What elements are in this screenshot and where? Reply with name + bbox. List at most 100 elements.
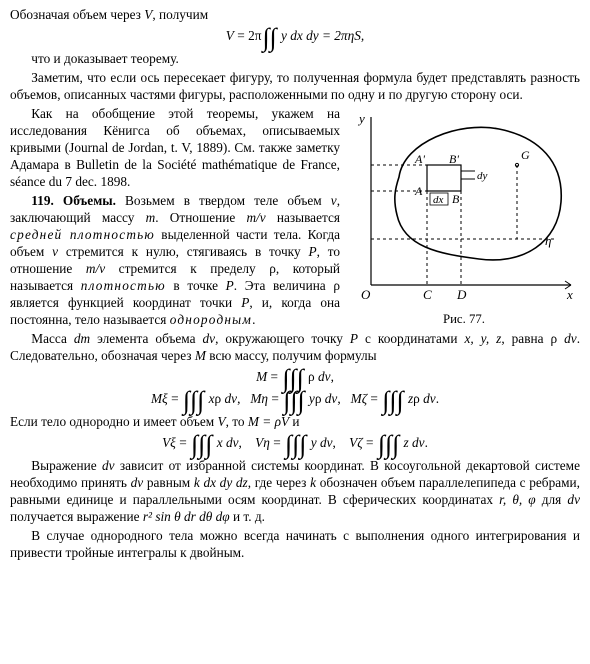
C-label: C xyxy=(423,287,432,302)
Meta: Mη xyxy=(250,391,268,406)
equation-centroid: Vξ = ∫∫∫ x dv, Vη = ∫∫∫ y dv, Vζ = ∫∫∫ z… xyxy=(10,434,580,453)
i: y dv xyxy=(311,435,333,450)
section-119-label: 119. Объемы. xyxy=(31,193,116,208)
t: , где через xyxy=(248,475,310,490)
V: V xyxy=(218,414,226,429)
eq: M xyxy=(256,369,267,384)
dv: dv xyxy=(225,391,238,406)
figure-svg: y x O C D A A' B B' G η dx dy xyxy=(349,107,579,305)
t: Масса xyxy=(31,331,74,346)
A-label: A xyxy=(414,184,423,198)
Bp-label: B' xyxy=(449,152,459,166)
dx-label: dx xyxy=(433,194,444,206)
t: Выражение xyxy=(31,458,102,473)
homogeneous: однородным xyxy=(170,312,252,327)
t: стремится к нулю, стягиваясь в точку xyxy=(58,244,308,259)
eq: = 2π xyxy=(234,28,262,43)
triple-integral-icon: ∫∫∫ xyxy=(182,393,205,409)
Ap-label: A' xyxy=(414,152,425,166)
P: P xyxy=(308,244,316,259)
D-label: D xyxy=(456,287,467,302)
triple-integral-icon: ∫∫∫ xyxy=(377,437,400,453)
equation-volume: V = 2π∫∫ y dx dy = 2πηS, xyxy=(10,27,580,46)
t: и т. д. xyxy=(230,509,265,524)
dv: dv xyxy=(203,331,216,346)
t: и xyxy=(289,414,299,429)
t: получается выражение xyxy=(10,509,143,524)
figure-caption: Рис. 77. xyxy=(348,311,580,327)
M: M xyxy=(195,348,206,363)
V: V xyxy=(226,28,234,43)
dv: dv xyxy=(567,492,580,507)
P: P xyxy=(226,278,234,293)
S: S, xyxy=(354,28,364,43)
dv: dv xyxy=(102,458,115,473)
Mzeta: Mζ xyxy=(351,391,367,406)
integrand: y dx dy = 2πη xyxy=(278,28,355,43)
Veta: Vη xyxy=(255,435,270,450)
t: для xyxy=(536,492,568,507)
t: называется xyxy=(266,210,340,225)
dm: dm xyxy=(74,331,90,346)
P: P xyxy=(350,331,358,346)
t: Если тело однородно и имеет объем xyxy=(10,414,218,429)
B-label: B xyxy=(452,192,460,206)
kdxdydz: k dx dy dz xyxy=(194,475,248,490)
t: , равна ρ xyxy=(501,331,564,346)
homogeneous-case: Если тело однородно и имеет объем V, то … xyxy=(10,413,580,430)
density: плотностью xyxy=(81,278,166,293)
txt: , получим xyxy=(152,7,208,22)
equation-mass: M = ∫∫∫ ρ dv, xyxy=(10,368,580,387)
x-axis-label: x xyxy=(566,287,573,302)
triple-integral-icon: ∫∫∫ xyxy=(282,393,305,409)
triple-integral-icon: ∫∫∫ xyxy=(190,437,213,453)
Mxi: Mξ xyxy=(151,391,168,406)
dv: dv xyxy=(131,475,144,490)
m-over-v: m/v xyxy=(246,210,265,225)
txt: Обозначая объем через xyxy=(10,7,141,22)
remark-axis: Заметим, что если ось пересекает фигуру,… xyxy=(10,69,580,103)
i: z xyxy=(408,391,413,406)
t: , окружающего точку xyxy=(215,331,350,346)
figure-77: y x O C D A A' B B' G η dx dy Рис. 77. xyxy=(348,107,580,327)
triple-integral-icon: ∫∫∫ xyxy=(281,371,304,387)
dy-label: dy xyxy=(477,170,488,182)
double-integral-icon: ∫∫ xyxy=(261,30,277,46)
mass-element: Масса dm элемента объема dv, окружающего… xyxy=(10,330,580,364)
t: элемента объема xyxy=(90,331,202,346)
triple-integral-icon: ∫∫∫ xyxy=(284,437,307,453)
t: . xyxy=(252,312,255,327)
i: x xyxy=(209,391,215,406)
t: всю массу, получим формулы xyxy=(206,348,377,363)
y-axis-label: y xyxy=(357,111,365,126)
t: с координатами xyxy=(358,331,464,346)
eta-label: η xyxy=(545,233,551,248)
Vzeta: Vζ xyxy=(349,435,363,450)
t: равным xyxy=(143,475,194,490)
coordinate-systems: Выражение dv зависит от избранной систем… xyxy=(10,457,580,525)
t: в точке xyxy=(166,278,226,293)
m: m xyxy=(146,210,156,225)
equation-moments: Mξ = ∫∫∫ xρ dv, Mη = ∫∫∫ yρ dv, Mζ = ∫∫∫… xyxy=(10,390,580,409)
dv: dv xyxy=(325,391,338,406)
dv: dv xyxy=(423,391,436,406)
t: , то xyxy=(226,414,248,429)
Vxi: Vξ xyxy=(162,435,176,450)
i: y xyxy=(309,391,315,406)
m-over-v: m/v xyxy=(86,261,105,276)
triple-integral-icon: ∫∫∫ xyxy=(381,393,404,409)
proof-end: что и доказывает теорему. xyxy=(10,50,580,67)
dv: dv xyxy=(318,369,331,384)
t: Возьмем в твердом теле объем xyxy=(116,193,331,208)
origin-label: O xyxy=(361,287,371,302)
G-label: G xyxy=(521,148,530,162)
opening-line: Обозначая объем через V, получим xyxy=(10,6,580,23)
r-theta-phi: r, θ, φ xyxy=(499,492,535,507)
t: . Отношение xyxy=(155,210,246,225)
closing-remark: В случае однородного тела можно всегда н… xyxy=(10,527,580,561)
avg-density: средней плотностью xyxy=(10,227,155,242)
xyz: x, y, z xyxy=(464,331,501,346)
MrhoV: M = ρV xyxy=(248,414,289,429)
dv: dv xyxy=(564,331,577,346)
spherical-dv: r² sin θ dr dθ dφ xyxy=(143,509,230,524)
